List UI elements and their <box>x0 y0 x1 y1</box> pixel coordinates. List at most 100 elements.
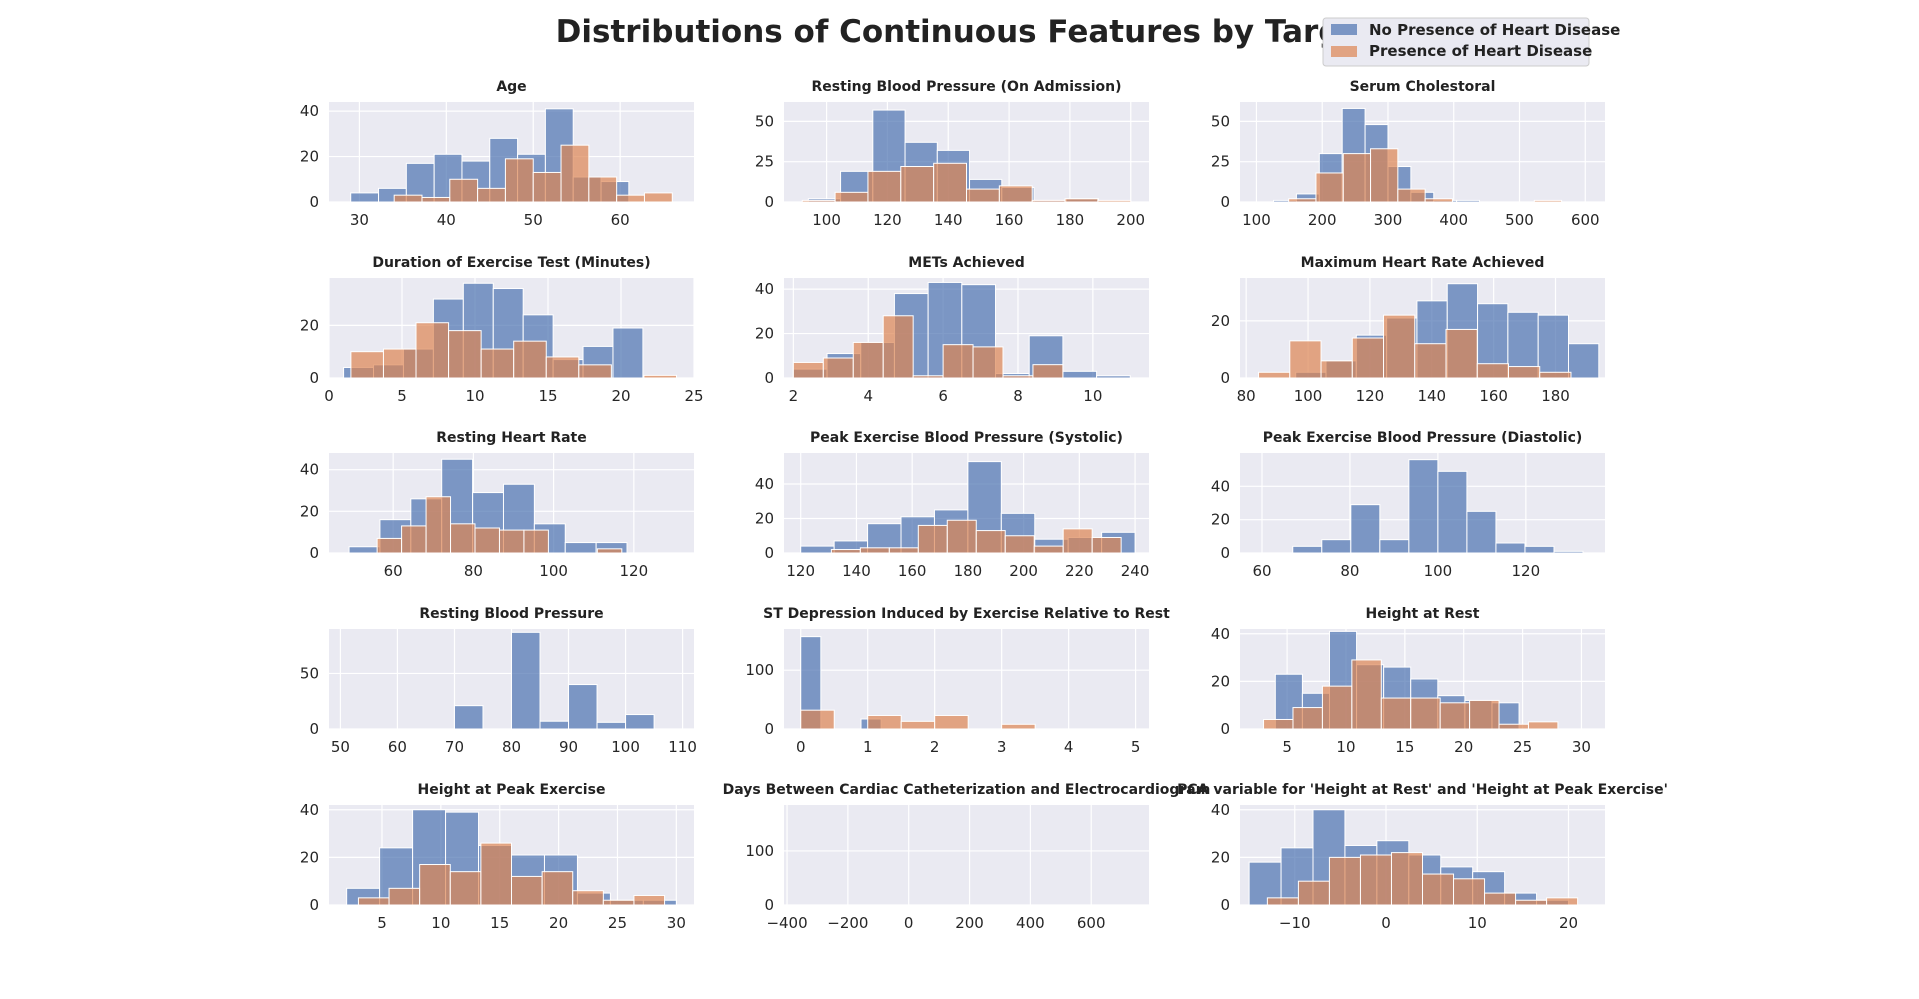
x-tick-label: 60 <box>1252 562 1271 580</box>
x-tick-label: 25 <box>1513 738 1532 756</box>
subplot-title: Days Between Cardiac Catheterization and… <box>723 782 1211 798</box>
y-tick-label: 40 <box>1211 625 1230 643</box>
y-tick-label: 20 <box>1211 848 1230 866</box>
x-tick-label: 180 <box>1541 387 1570 405</box>
histogram-bar-disease <box>1476 363 1509 379</box>
histogram-bar-disease <box>1033 545 1064 554</box>
x-tick-label: 80 <box>502 738 521 756</box>
legend-frame <box>1322 17 1590 67</box>
plot-area <box>1240 102 1605 202</box>
subplot-title: Duration of Exercise Test (Minutes) <box>372 255 650 271</box>
histogram-bar-disease <box>1031 199 1066 203</box>
histogram-bar-disease <box>933 162 968 203</box>
plot-area <box>784 805 1149 905</box>
histogram-bar-disease <box>643 374 677 379</box>
histogram-bar-disease <box>1445 328 1478 379</box>
subplot-4: 2 4 6 8 10 0 20 40 METs Achieved <box>755 255 1149 405</box>
histogram-bar-disease <box>1533 199 1563 203</box>
x-tick-label: 20 <box>611 387 630 405</box>
histogram-bar-disease <box>859 547 890 554</box>
histogram-bar-disease <box>867 714 902 730</box>
x-tick-label: 160 <box>1479 387 1508 405</box>
legend-swatch-no-disease <box>1331 24 1357 35</box>
histogram-bar-no-disease <box>1350 504 1381 554</box>
histogram-bar-no-disease <box>1062 370 1098 379</box>
histogram-bar-disease <box>1422 873 1455 906</box>
histogram-bar-disease <box>867 170 902 203</box>
histogram-bar-disease <box>541 871 574 906</box>
histogram-bar-disease <box>1289 340 1322 379</box>
subplot-7: 120 140 160 180 200 220 240 0 20 40 Peak Exercise … <box>755 430 1149 580</box>
x-tick-label: 1 <box>863 738 873 756</box>
histogram-bar-disease <box>388 887 421 906</box>
y-tick-label: 0 <box>764 896 774 914</box>
histogram-bar-disease <box>1539 371 1572 379</box>
y-tick-label: 100 <box>745 661 774 679</box>
histogram-bar-disease <box>532 171 562 203</box>
histogram-bar-disease <box>1469 699 1500 730</box>
y-tick-label: 0 <box>764 544 774 562</box>
histogram-bar-disease <box>419 864 451 906</box>
y-tick-label: 0 <box>309 720 319 738</box>
histogram-bar-no-disease <box>1292 545 1323 554</box>
histogram-bar-disease <box>1064 198 1099 203</box>
histogram-bar-no-disease <box>1379 539 1410 554</box>
histogram-bar-no-disease <box>1408 459 1439 554</box>
x-tick-label: 80 <box>1340 562 1359 580</box>
legend-swatch-disease <box>1331 46 1357 57</box>
x-tick-label: 2 <box>930 738 940 756</box>
histogram-bar-disease <box>830 549 861 554</box>
subplot-title: ST Depression Induced by Exercise Relati… <box>763 606 1170 622</box>
y-tick-label: 50 <box>1211 112 1230 130</box>
histogram-bar-disease <box>1390 852 1423 906</box>
y-tick-label: 20 <box>1211 511 1230 529</box>
x-tick-label: 140 <box>1417 387 1446 405</box>
x-tick-label: 120 <box>786 562 815 580</box>
x-tick-label: 100 <box>1242 211 1271 229</box>
histogram-bar-disease <box>448 330 482 379</box>
legend: No Presence of Heart Disease Presence of… <box>1322 17 1620 67</box>
histogram-bar-disease <box>415 322 450 379</box>
histogram-bar-disease <box>616 194 645 203</box>
x-tick-label: 15 <box>490 914 509 932</box>
x-tick-label: 400 <box>1439 211 1468 229</box>
subplot-title: PCA variable for 'Height at Rest' and 'H… <box>1177 782 1668 798</box>
y-tick-label: 20 <box>755 325 774 343</box>
histogram-bar-disease <box>1097 199 1132 203</box>
histogram-bar-disease <box>882 315 914 379</box>
x-tick-label: −10 <box>1279 914 1311 932</box>
histogram-bar-disease <box>900 720 936 730</box>
x-tick-label: 15 <box>1395 738 1414 756</box>
histogram-bar-no-disease <box>1495 542 1526 554</box>
x-tick-label: 180 <box>954 562 983 580</box>
subplot-title: Age <box>496 79 526 95</box>
histogram-bar-disease <box>450 523 476 554</box>
histogram-bar-no-disease <box>564 542 597 554</box>
histogram-bar-disease <box>393 194 423 203</box>
y-tick-label: 0 <box>1220 896 1230 914</box>
x-tick-label: 40 <box>437 211 456 229</box>
histogram-bar-disease <box>1351 659 1382 730</box>
y-tick-label: 0 <box>1220 544 1230 562</box>
y-tick-label: 40 <box>1211 801 1230 819</box>
histogram-bar-disease <box>800 709 835 730</box>
histogram-bar-disease <box>1410 697 1441 730</box>
histogram-bar-disease <box>480 842 512 906</box>
histogram-bar-no-disease <box>1321 539 1352 554</box>
y-tick-label: 20 <box>300 148 319 166</box>
x-tick-label: 60 <box>611 211 630 229</box>
x-tick-label: 200 <box>1308 211 1337 229</box>
subplot-14: −10 0 10 20 0 20 40 PCA variable for 'Height at… <box>1177 782 1668 932</box>
histogram-bar-disease <box>498 529 525 554</box>
x-tick-label: 100 <box>1424 562 1453 580</box>
histogram-bar-disease <box>1321 685 1353 730</box>
histogram-bar-disease <box>1266 897 1299 906</box>
histogram-bar-disease <box>1292 707 1323 730</box>
histogram-bar-disease <box>449 871 482 906</box>
histogram-bar-disease <box>888 547 919 554</box>
histogram-bar-disease <box>1515 899 1548 906</box>
histogram-bar-disease <box>578 364 612 379</box>
subplot-0: 30 40 50 60 0 20 40 Age <box>300 79 694 229</box>
